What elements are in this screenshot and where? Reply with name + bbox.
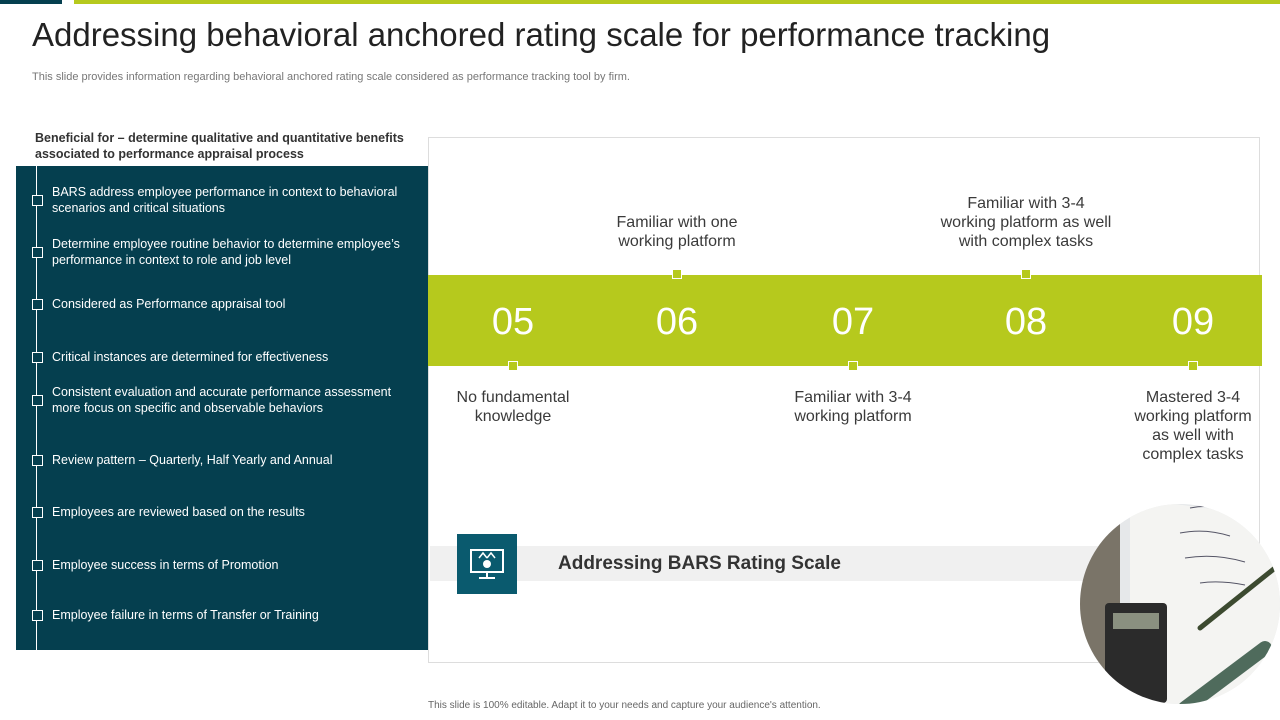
checkbox (32, 455, 43, 466)
scale-band (428, 275, 1262, 366)
item-text: Employee success in terms of Promotion (52, 558, 279, 572)
top-bar-green (74, 0, 1280, 4)
level-marker (848, 361, 858, 371)
checkbox (32, 507, 43, 518)
level-label: Familiar with 3-4 working platform as we… (940, 195, 1112, 250)
icon (470, 549, 504, 579)
title: Addressing behavioral anchored rating sc… (32, 16, 1051, 53)
scale-frame (428, 137, 1260, 663)
level-label: Familiar with 3-4 working platform (794, 389, 912, 425)
level-number: 09 (1171, 301, 1215, 343)
level-marker (1188, 361, 1198, 371)
level-number: 08 (1004, 301, 1048, 343)
level-marker (672, 269, 682, 279)
item-text: Consistent evaluation and accurate perfo… (52, 385, 392, 415)
panel-line (36, 166, 37, 650)
level-marker (508, 361, 518, 371)
checkbox (32, 560, 43, 571)
caption-bar (430, 546, 1110, 581)
level-number: 07 (831, 301, 875, 343)
checkbox (32, 247, 43, 258)
level-label: No fundamental knowledge (456, 389, 570, 425)
level-label: Mastered 3-4 working platform as well wi… (1134, 389, 1252, 463)
footer: This slide is 100% editable. Adapt it to… (428, 700, 821, 711)
level-marker (1021, 269, 1031, 279)
level-label: Familiar with one working platform (616, 214, 738, 250)
checkbox (32, 352, 43, 363)
checkbox (32, 395, 43, 406)
checkbox (32, 610, 43, 621)
item-text: Employee failure in terms of Transfer or… (52, 608, 319, 622)
panel-heading: Beneficial for – determine qualitative a… (35, 131, 404, 161)
item-text: BARS address employee performance in con… (52, 185, 398, 215)
subtitle: This slide provides information regardin… (32, 71, 630, 83)
checkbox (32, 195, 43, 206)
item-text: Employees are reviewed based on the resu… (52, 505, 305, 519)
item-text: Considered as Performance appraisal tool (52, 297, 286, 311)
item-text: Critical instances are determined for ef… (52, 350, 329, 364)
item-text: Determine employee routine behavior to d… (52, 237, 400, 267)
top-bar-dark (0, 0, 62, 4)
checkbox (32, 299, 43, 310)
item-text: Review pattern – Quarterly, Half Yearly … (52, 453, 333, 467)
panel (16, 166, 428, 650)
caption: Addressing BARS Rating Scale (558, 553, 841, 574)
level-number: 06 (655, 301, 699, 343)
level-number: 05 (491, 301, 535, 343)
caption-icon (457, 534, 517, 594)
photo (1080, 504, 1280, 704)
